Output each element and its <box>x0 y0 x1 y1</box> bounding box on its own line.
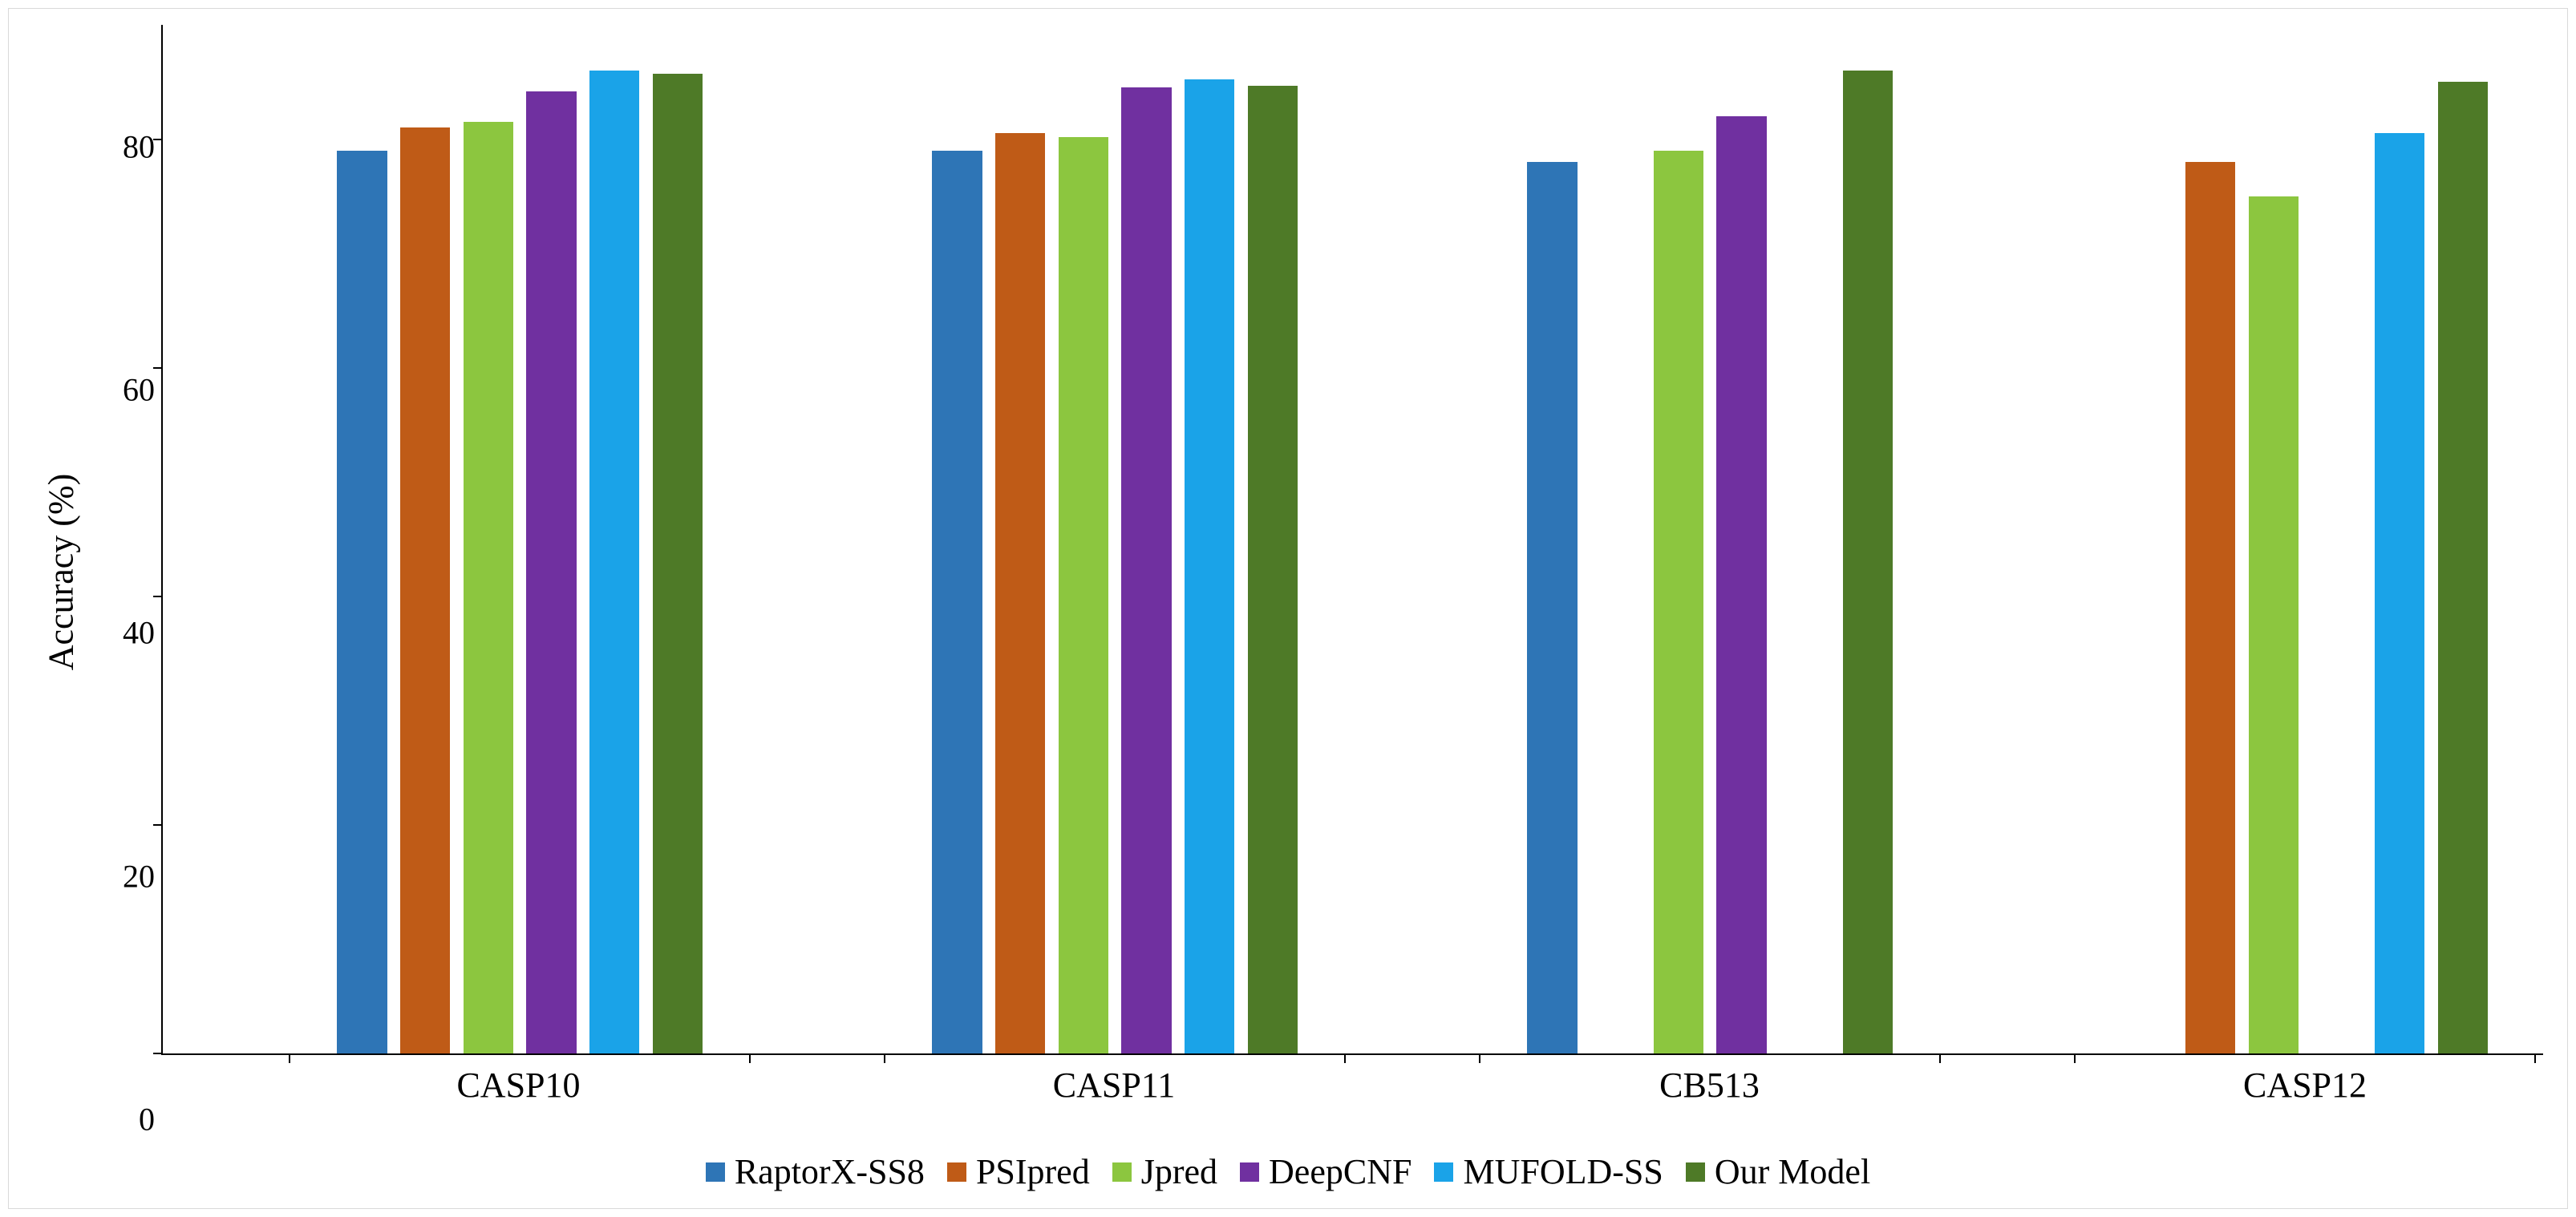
legend-swatch <box>1240 1162 1259 1182</box>
x-category-label: CB513 <box>1659 1065 1760 1106</box>
y-tick-label: 40 <box>123 614 155 652</box>
bar <box>2185 162 2235 1053</box>
y-tick-mark <box>153 367 163 369</box>
bar <box>1121 87 1171 1053</box>
bar <box>1248 86 1298 1053</box>
legend-label: DeepCNF <box>1269 1151 1412 1192</box>
bar <box>2375 133 2424 1053</box>
bar <box>1716 116 1766 1053</box>
legend-label: PSIpred <box>976 1151 1090 1192</box>
bar <box>464 122 513 1053</box>
legend-label: RaptorX-SS8 <box>735 1151 925 1192</box>
bar-group <box>337 25 703 1053</box>
y-tick-mark <box>153 596 163 597</box>
x-category-label: CASP12 <box>2243 1065 2367 1106</box>
legend-label: Jpred <box>1141 1151 1217 1192</box>
bar-group <box>2122 25 2488 1053</box>
y-tick-mark <box>153 139 163 140</box>
plot-row: Accuracy (%) 020406080 CASP10CASP11CB513… <box>33 25 2543 1119</box>
bar <box>589 71 639 1053</box>
y-tick-label: 60 <box>123 371 155 409</box>
bar <box>1527 162 1577 1053</box>
y-tick-column: 020406080 <box>89 25 161 1119</box>
legend-label: Our Model <box>1715 1151 1870 1192</box>
y-tick-label: 0 <box>139 1101 155 1138</box>
y-axis-label-wrap: Accuracy (%) <box>33 25 89 1119</box>
legend-swatch <box>1112 1162 1132 1182</box>
y-tick-label: 20 <box>123 857 155 895</box>
legend-item: MUFOLD-SS <box>1434 1151 1663 1192</box>
plot-area <box>161 25 2543 1055</box>
x-category-label: CASP11 <box>1053 1065 1175 1106</box>
bar <box>2249 196 2299 1053</box>
y-axis-label: Accuracy (%) <box>41 474 82 671</box>
legend-swatch <box>706 1162 725 1182</box>
bar <box>1654 151 1703 1053</box>
bar <box>526 91 576 1053</box>
bar <box>995 133 1045 1053</box>
y-tick-mark <box>153 1053 163 1054</box>
bar <box>1059 137 1108 1053</box>
legend-swatch <box>1434 1162 1453 1182</box>
legend-item: RaptorX-SS8 <box>706 1151 925 1192</box>
legend-swatch <box>947 1162 966 1182</box>
bar-group <box>1527 25 1893 1053</box>
outer-container: Accuracy (%) 0 20 40 60 80 CASP10 CASP11 CB513… <box>0 0 2576 1217</box>
bar <box>932 151 982 1053</box>
x-category-label: CASP10 <box>456 1065 580 1106</box>
legend: RaptorX-SS8 PSIpred Jpred DeepCNF MUFOLD-SS O… <box>33 1119 2543 1192</box>
bar <box>2438 82 2488 1053</box>
chart-frame: Accuracy (%) 0 20 40 60 80 CASP10 CASP11 CB513… <box>8 8 2568 1209</box>
bar <box>400 127 450 1053</box>
legend-label: MUFOLD-SS <box>1463 1151 1663 1192</box>
bar <box>653 74 703 1053</box>
bar <box>337 151 387 1053</box>
legend-item: Jpred <box>1112 1151 1217 1192</box>
plot-and-x-column: CASP10 CASP11 CB513 CASP12 <box>161 25 2543 1119</box>
legend-swatch <box>1686 1162 1705 1182</box>
legend-item: Our Model <box>1686 1151 1870 1192</box>
bar-group <box>932 25 1298 1053</box>
legend-item: PSIpred <box>947 1151 1090 1192</box>
x-category-row: CASP10 CASP11 CB513 CASP12 <box>161 1055 2543 1119</box>
legend-item: DeepCNF <box>1240 1151 1412 1192</box>
y-tick-label: 80 <box>123 127 155 165</box>
bar <box>1843 71 1893 1053</box>
bar <box>1185 79 1234 1053</box>
y-tick-mark <box>153 824 163 826</box>
